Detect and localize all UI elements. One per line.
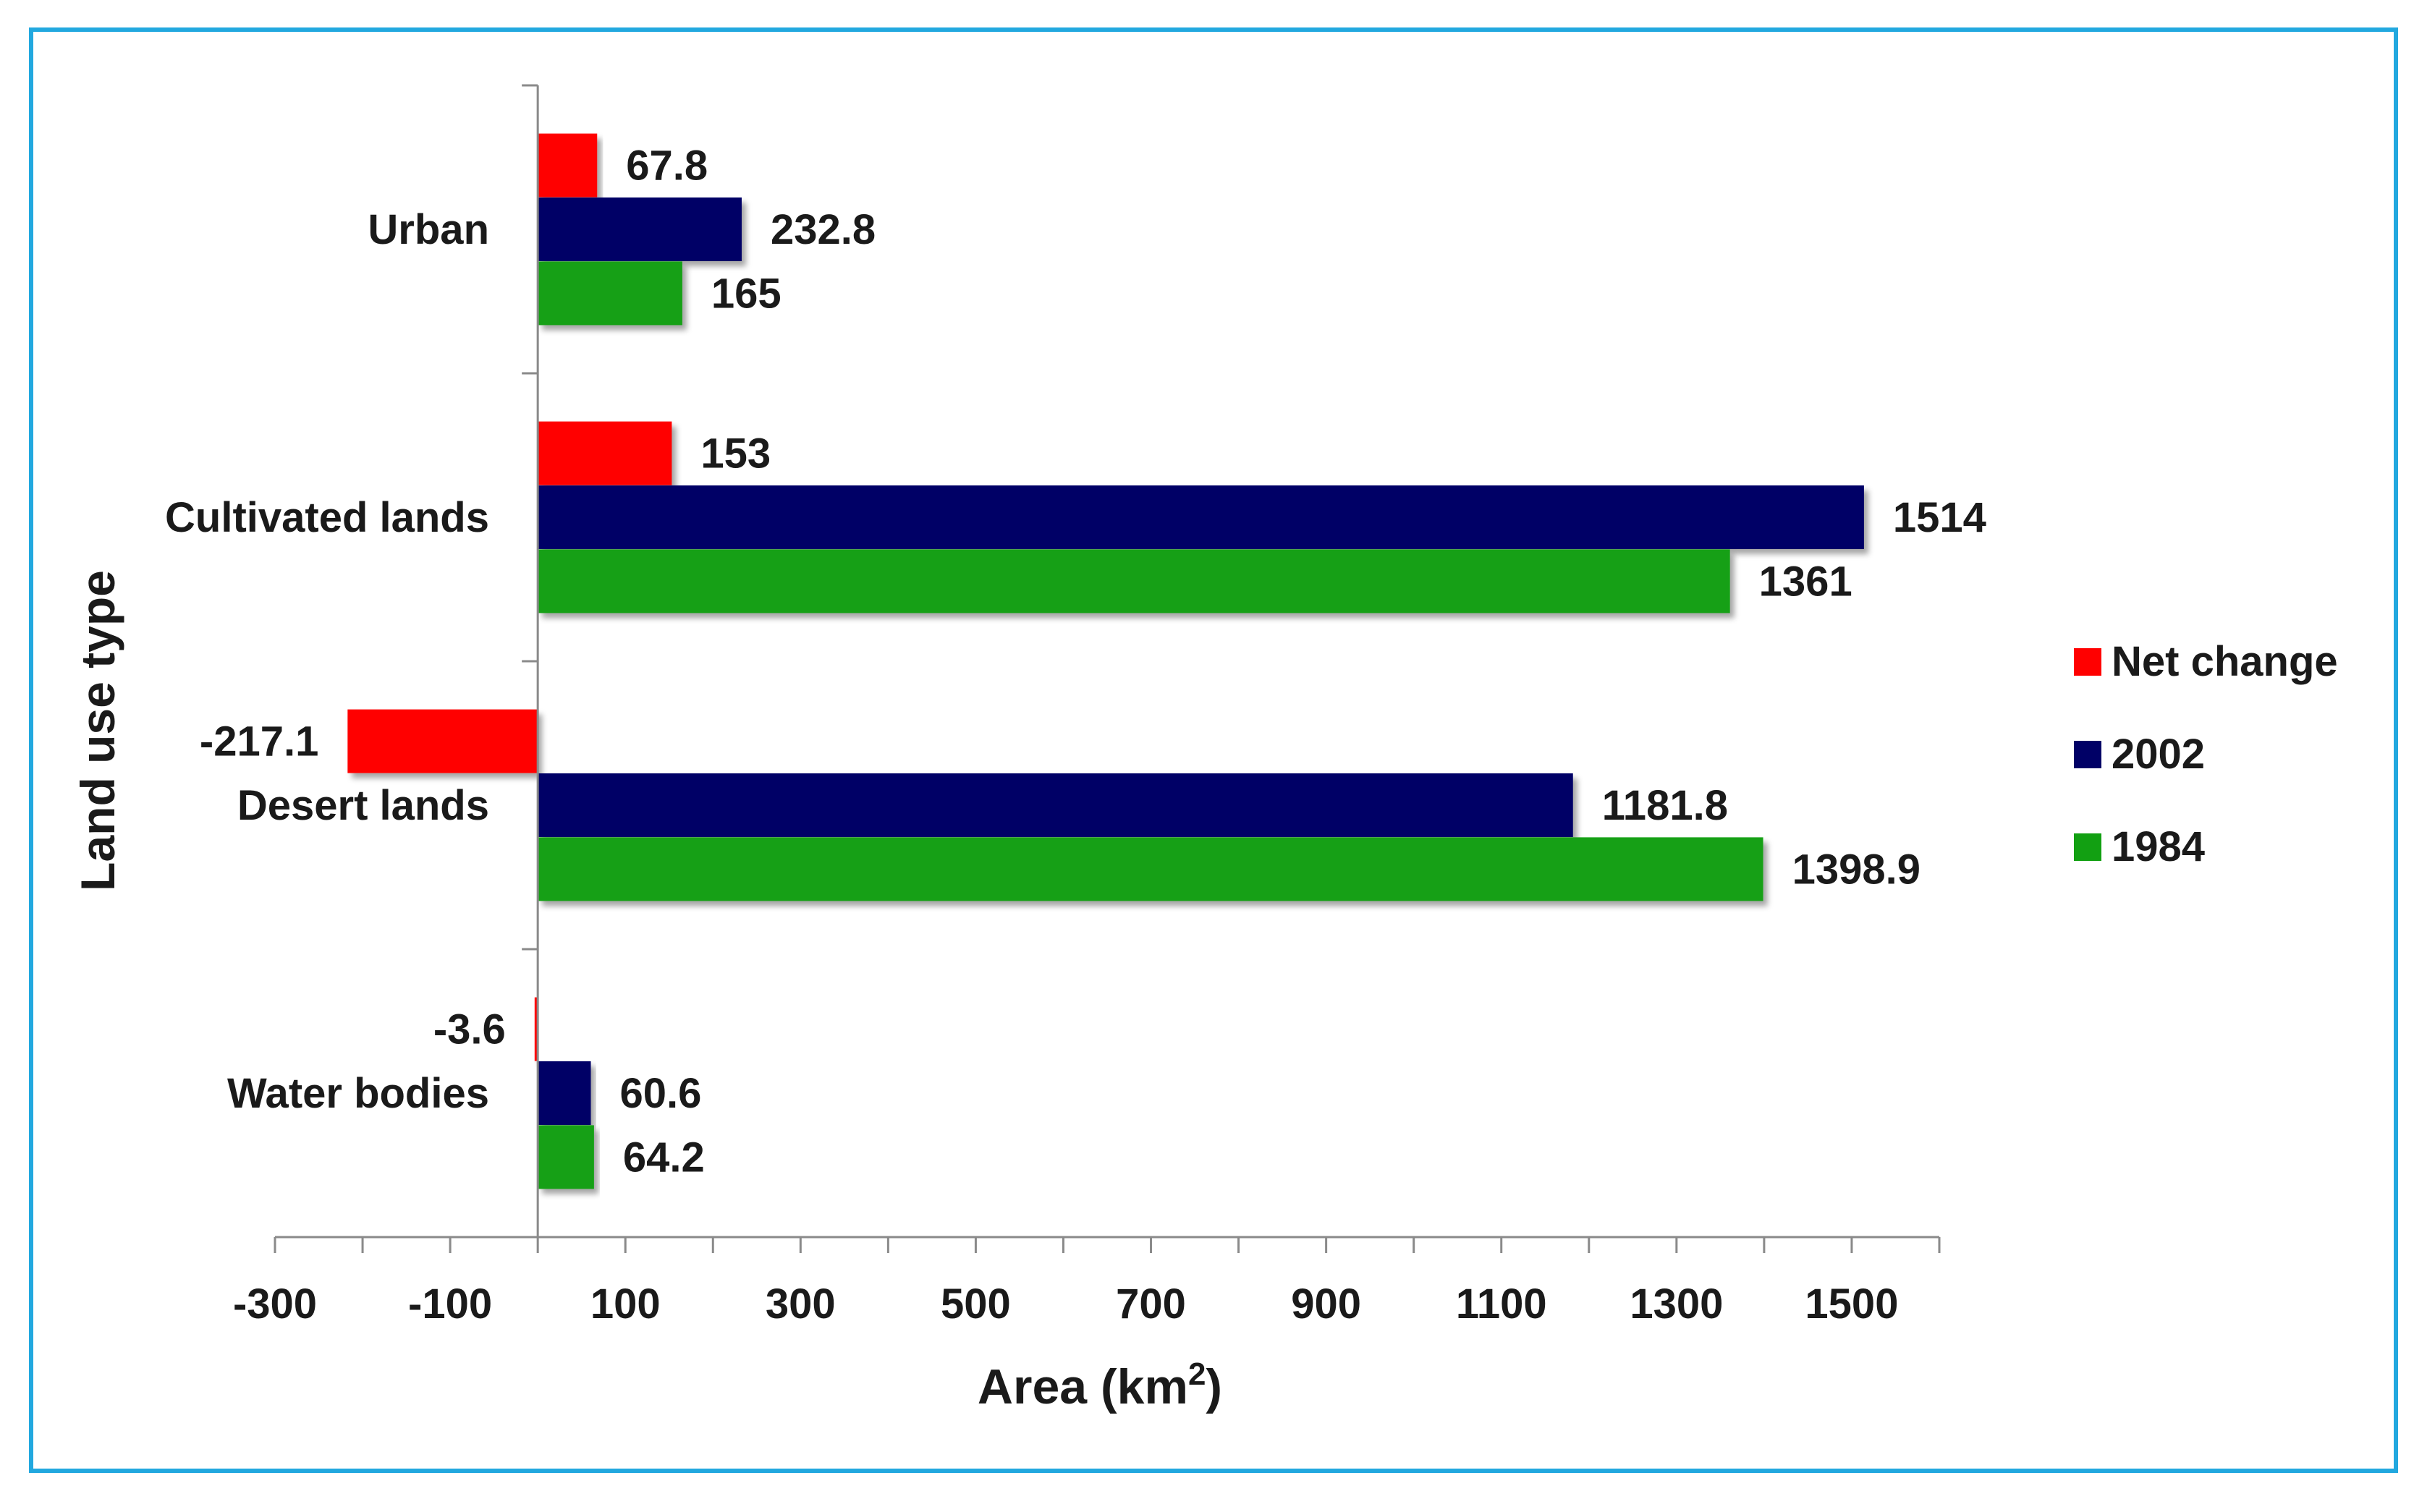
data-label-net-change-cultivated-lands: 153	[700, 430, 771, 477]
data-label-net-change-urban: 67.8	[626, 143, 708, 190]
x-tick-label: 1100	[1456, 1280, 1547, 1328]
legend-swatch-net-change	[2074, 648, 2101, 676]
bar-net-change-cultivated-lands	[538, 421, 672, 485]
category-label-urban: Urban	[368, 206, 489, 253]
bar-2002-water-bodies	[538, 1061, 591, 1125]
category-label-cultivated-lands: Cultivated lands	[165, 494, 489, 541]
data-label-1984-desert-lands: 1398.9	[1792, 846, 1920, 893]
category-label-desert-lands: Desert lands	[237, 782, 489, 829]
bar-1984-cultivated-lands	[538, 549, 1730, 613]
data-label-2002-water-bodies: 60.6	[620, 1070, 702, 1117]
bar-1984-urban	[538, 261, 682, 326]
x-tick-label: 1500	[1805, 1280, 1898, 1328]
data-label-net-change-water-bodies: -3.6	[433, 1006, 506, 1053]
x-tick-label: -300	[233, 1280, 317, 1328]
x-tick-label: 700	[1116, 1280, 1186, 1328]
bar-2002-desert-lands	[538, 773, 1573, 837]
legend-swatch-1984	[2074, 833, 2101, 861]
bar-2002-urban	[538, 198, 742, 261]
x-tick-label: 500	[941, 1280, 1011, 1328]
data-label-2002-urban: 232.8	[771, 206, 876, 253]
legend-label-1984: 1984	[2112, 823, 2205, 870]
x-tick-label: 1300	[1630, 1280, 1723, 1328]
x-axis-title-suffix: )	[1206, 1359, 1222, 1414]
data-label-2002-cultivated-lands: 1514	[1893, 494, 1986, 541]
data-label-net-change-desert-lands: -217.1	[200, 718, 318, 765]
category-label-water-bodies: Water bodies	[227, 1070, 489, 1117]
x-tick-label: 300	[766, 1280, 836, 1328]
bar-net-change-urban	[538, 133, 598, 198]
x-tick-label: 100	[590, 1280, 661, 1328]
bar-1984-water-bodies	[538, 1125, 594, 1189]
legend-label-net-change: Net change	[2112, 638, 2338, 685]
data-label-1984-water-bodies: 64.2	[623, 1134, 705, 1181]
x-tick-label: -100	[408, 1280, 492, 1328]
legend-label-2002: 2002	[2112, 731, 2205, 778]
data-label-1984-cultivated-lands: 1361	[1759, 558, 1852, 605]
x-tick-label: 900	[1291, 1280, 1361, 1328]
data-label-2002-desert-lands: 1181.8	[1602, 782, 1728, 829]
data-label-1984-urban: 165	[711, 270, 782, 317]
y-axis-title: Land use type	[71, 570, 124, 891]
legend-swatch-2002	[2074, 741, 2101, 768]
x-axis-title-superscript: 2	[1188, 1356, 1206, 1392]
bar-2002-cultivated-lands	[538, 485, 1864, 549]
bar-net-change-water-bodies	[534, 997, 538, 1061]
x-axis-title-text: Area (km	[978, 1359, 1188, 1414]
bar-1984-desert-lands	[538, 837, 1763, 901]
x-axis-title: Area (km2)	[978, 1356, 1222, 1414]
bar-net-change-desert-lands	[347, 709, 538, 773]
